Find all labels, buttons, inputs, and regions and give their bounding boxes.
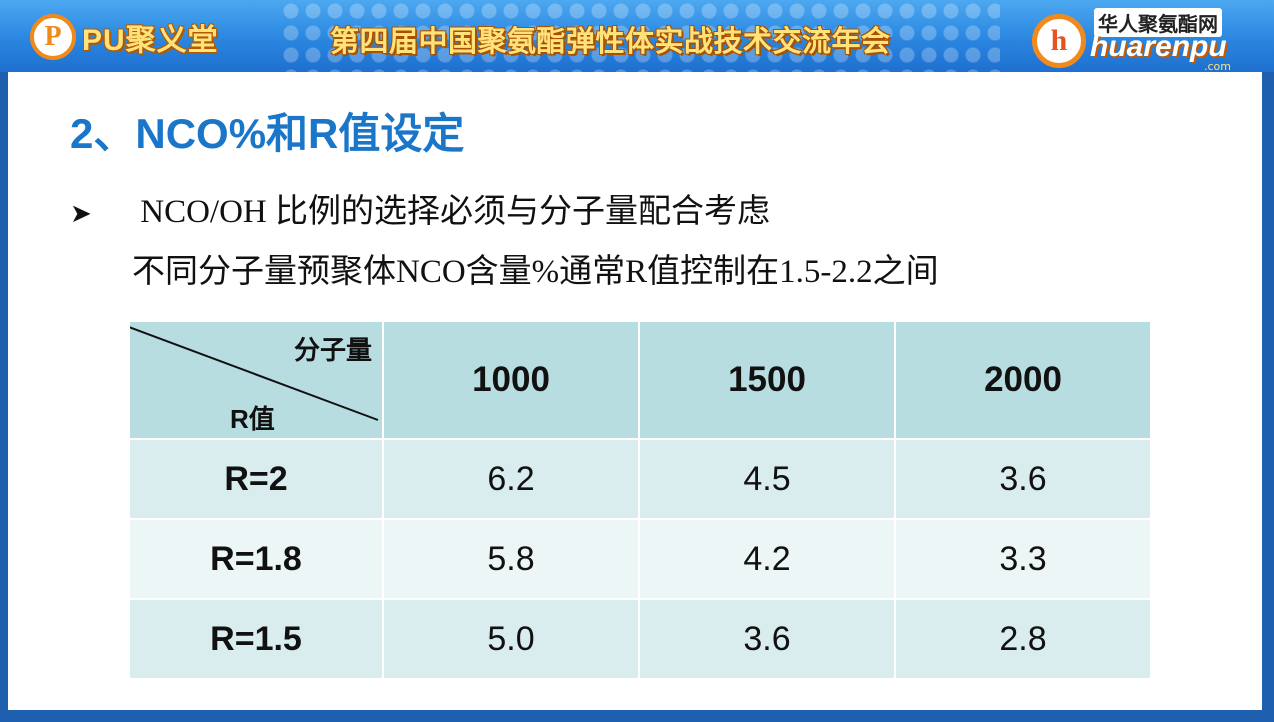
diagonal-line [130,326,379,421]
pu-logo-mark: P [30,14,76,60]
pu-logo: P PU聚义堂 [30,12,219,62]
table-row: R=1.5 5.0 3.6 2.8 [128,598,1152,680]
table-cell: 3.6 [638,598,896,680]
table-cell: 5.0 [382,598,640,680]
table-cell: 5.8 [382,518,640,600]
bullet-text: NCO/OH 比例的选择必须与分子量配合考虑 [132,194,771,230]
slide-body: 2、NCO%和R值设定 ➤ NCO/OH 比例的选择必须与分子量配合考虑 不同分… [8,72,1262,710]
huarenpu-logo: h 华人聚氨酯网 huarenpu .com [1032,8,1242,72]
table-corner-cell: 分子量 R值 [128,320,384,440]
huarenpu-logo-domain: .com [1204,60,1231,72]
table-row: R=2 6.2 4.5 3.6 [128,438,1152,520]
column-header: 1000 [382,320,640,440]
corner-label-r-value: R值 [230,404,275,434]
huarenpu-logo-cn: 华人聚氨酯网 [1094,8,1222,37]
row-label: R=2 [128,438,384,520]
row-label: R=1.5 [128,598,384,680]
huarenpu-logo-en: huarenpu [1090,30,1227,63]
column-header: 2000 [894,320,1152,440]
table-header-row: 分子量 R值 1000 1500 2000 [128,320,1152,440]
pu-logo-text: PU聚义堂 [82,24,219,57]
header-banner: P PU聚义堂 第四届中国聚氨酯弹性体实战技术交流年会 h 华人聚氨酯网 hua… [0,0,1274,72]
slide-heading: 2、NCO%和R值设定 [70,110,465,157]
bullet-continuation: 不同分子量预聚体NCO含量%通常R值控制在1.5-2.2之间 [132,254,939,290]
nco-table: 分子量 R值 1000 1500 2000 R=2 6.2 4.5 3.6 R=… [128,320,1152,680]
column-header: 1500 [638,320,896,440]
conference-title: 第四届中国聚氨酯弹性体实战技术交流年会 [330,26,891,58]
huarenpu-logo-mark: h [1032,14,1086,68]
table-row: R=1.8 5.8 4.2 3.3 [128,518,1152,600]
arrow-bullet-icon: ➤ [70,199,92,228]
row-label: R=1.8 [128,518,384,600]
bullet-item: ➤ NCO/OH 比例的选择必须与分子量配合考虑 [70,184,770,232]
table-cell: 3.3 [894,518,1152,600]
banner-dots-pattern [280,0,1000,72]
corner-label-molecular-weight: 分子量 [293,335,372,365]
table-cell: 2.8 [894,598,1152,680]
table-cell: 3.6 [894,438,1152,520]
table-cell: 6.2 [382,438,640,520]
table-cell: 4.2 [638,518,896,600]
table-cell: 4.5 [638,438,896,520]
